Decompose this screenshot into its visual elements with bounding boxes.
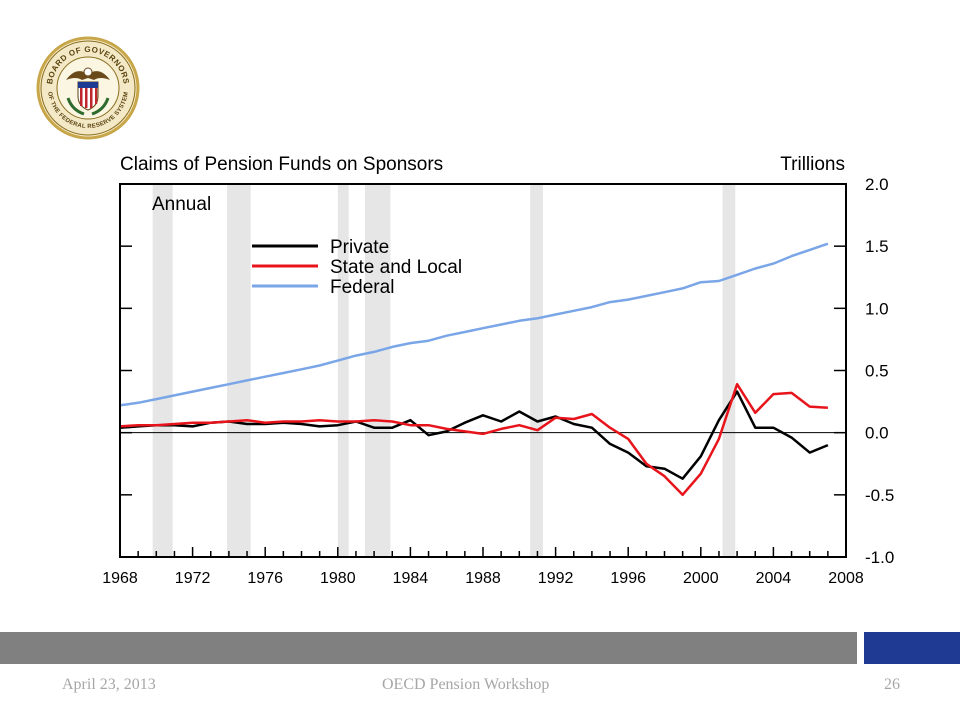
series-line-private — [119, 390, 829, 480]
x-tick-label: 1972 — [175, 570, 211, 587]
legend-label-state-local: State and Local — [330, 257, 462, 278]
y-tick-label: 1.0 — [865, 299, 889, 318]
series-line-federal — [119, 242, 829, 407]
x-tick-label: 2008 — [828, 570, 864, 587]
legend-label-private: Private — [330, 237, 389, 258]
recession-band — [337, 184, 349, 557]
x-tick-label: 1996 — [610, 570, 646, 587]
footer-accent-bar — [864, 632, 960, 664]
frequency-label: Annual — [152, 194, 211, 215]
x-tick-label: 1984 — [393, 570, 429, 587]
y-tick-label: 0.0 — [865, 424, 889, 443]
series-line-state-local — [119, 382, 828, 497]
federal-reserve-seal-logo: BOARD OF GOVERNORS OF THE FEDERAL RESERV… — [36, 36, 140, 140]
page-number: 26 — [884, 676, 900, 693]
x-tick-label: 1980 — [320, 570, 356, 587]
x-tick-label: 1976 — [247, 570, 283, 587]
x-tick-label: 2004 — [756, 570, 792, 587]
recession-band — [530, 184, 543, 557]
legend-label-federal: Federal — [330, 277, 394, 298]
footer-bar — [0, 632, 857, 664]
recession-band — [227, 184, 251, 557]
y-tick-label: -1.0 — [865, 548, 894, 567]
x-tick-label: 2000 — [683, 570, 719, 587]
x-tick-label: 1988 — [465, 570, 501, 587]
y-tick-label: 2.0 — [865, 175, 889, 194]
x-tick-label: 1968 — [102, 570, 138, 587]
recession-band — [722, 184, 736, 557]
recession-band — [152, 184, 173, 557]
pension-claims-chart: 1968 1972 1976 1980 1984 1988 1992 1996 2000 2004… — [102, 154, 894, 587]
y-tick-label: 1.5 — [865, 237, 889, 256]
footer-date: April 23, 2013 — [62, 676, 156, 693]
footer-title: OECD Pension Workshop — [382, 676, 550, 693]
legend: Private State and Local Federal — [252, 237, 462, 298]
chart-title: Claims of Pension Funds on Sponsors — [120, 154, 443, 175]
x-tick-label: 1992 — [538, 570, 574, 587]
recession-band — [365, 184, 391, 557]
y-tick-label: -0.5 — [865, 486, 894, 505]
y-tick-label: 0.5 — [865, 362, 889, 381]
unit-label: Trillions — [780, 154, 845, 175]
